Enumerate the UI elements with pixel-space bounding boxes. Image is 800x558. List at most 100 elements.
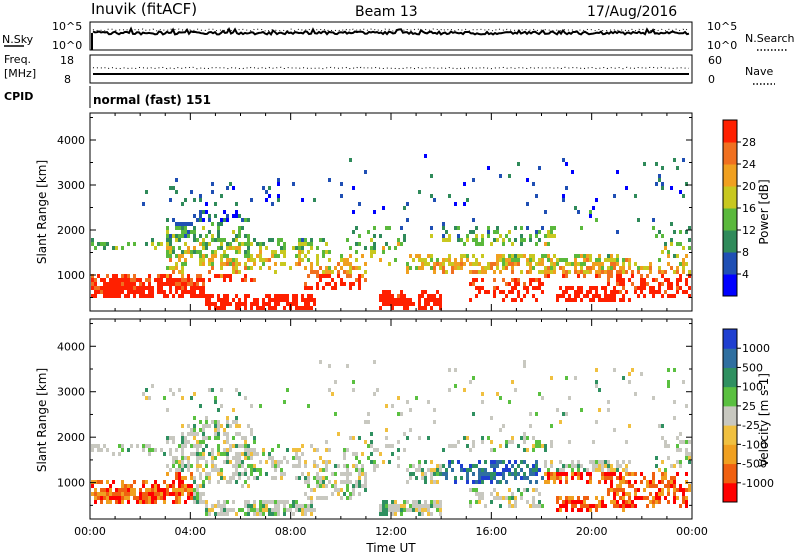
echo-cell	[505, 464, 508, 468]
echo-cell	[469, 468, 472, 472]
echo-cell	[640, 472, 643, 476]
echo-cell	[232, 238, 235, 242]
echo-cell	[607, 492, 610, 496]
echo-cell	[391, 444, 394, 448]
y-tick-label: 4000	[57, 340, 85, 353]
echo-cell	[580, 476, 583, 480]
echo-cell	[508, 282, 511, 286]
echo-cell	[661, 270, 664, 274]
echo-cell	[142, 286, 145, 290]
echo-cell	[178, 492, 181, 496]
echo-cell	[538, 278, 541, 282]
echo-cell	[529, 480, 532, 484]
echo-cell	[211, 460, 214, 464]
echo-cell	[166, 492, 169, 496]
echo-cell	[613, 472, 616, 476]
echo-cell	[250, 198, 253, 202]
echo-cell	[241, 218, 244, 222]
echo-cell	[121, 500, 124, 504]
echo-cell	[550, 266, 553, 270]
echo-cell	[616, 290, 619, 294]
echo-cell	[313, 298, 316, 302]
echo-cell	[523, 282, 526, 286]
echo-cell	[541, 444, 544, 448]
echo-cell	[628, 258, 631, 262]
echo-cell	[415, 508, 418, 512]
echo-cell	[541, 254, 544, 258]
echo-cell	[151, 448, 154, 452]
echo-cell	[568, 294, 571, 298]
echo-cell	[166, 246, 169, 250]
echo-cell	[583, 294, 586, 298]
echo-cell	[343, 270, 346, 274]
echo-cell	[100, 286, 103, 290]
echo-cell	[490, 492, 493, 496]
echo-cell	[565, 472, 568, 476]
echo-cell	[523, 476, 526, 480]
echo-cell	[547, 274, 550, 278]
echo-cell	[433, 504, 436, 508]
x-tick-label: 00:00	[676, 525, 708, 538]
echo-cell	[469, 464, 472, 468]
echo-cell	[187, 230, 190, 234]
echo-cell	[223, 508, 226, 512]
echo-cell	[679, 464, 682, 468]
echo-cell	[661, 182, 664, 186]
echo-cell	[244, 500, 247, 504]
echo-cell	[145, 396, 148, 400]
echo-cell	[664, 246, 667, 250]
echo-cell	[193, 250, 196, 254]
echo-cell	[433, 262, 436, 266]
echo-cell	[358, 460, 361, 464]
echo-cell	[370, 238, 373, 242]
echo-cell	[553, 254, 556, 258]
echo-cell	[121, 484, 124, 488]
echo-cell	[202, 286, 205, 290]
echo-cell	[148, 496, 151, 500]
echo-cell	[151, 286, 154, 290]
echo-cell	[232, 500, 235, 504]
echo-cell	[169, 286, 172, 290]
echo-cell	[286, 388, 289, 392]
echo-cell	[169, 242, 172, 246]
echo-cell	[538, 282, 541, 286]
echo-cell	[274, 476, 277, 480]
echo-cell	[526, 202, 529, 206]
echo-cell	[109, 492, 112, 496]
echo-cell	[238, 456, 241, 460]
echo-cell	[178, 480, 181, 484]
echo-cell	[442, 266, 445, 270]
echo-cell	[337, 488, 340, 492]
echo-cell	[688, 270, 691, 274]
echo-cell	[352, 452, 355, 456]
echo-cell	[541, 396, 544, 400]
velocity-ylabel: Slant Range [km]	[35, 368, 49, 472]
echo-cell	[136, 286, 139, 290]
echo-cell	[139, 278, 142, 282]
echo-cell	[346, 480, 349, 484]
echo-cell	[364, 278, 367, 282]
echo-cell	[505, 496, 508, 500]
echo-cell	[199, 254, 202, 258]
echo-cell	[382, 206, 385, 210]
echo-cell	[268, 500, 271, 504]
echo-cell	[400, 302, 403, 306]
echo-cell	[607, 282, 610, 286]
echo-cell	[502, 298, 505, 302]
echo-cell	[235, 202, 238, 206]
echo-cell	[574, 290, 577, 294]
echo-cell	[211, 266, 214, 270]
echo-cell	[133, 278, 136, 282]
echo-cell	[142, 444, 145, 448]
echo-cell	[304, 238, 307, 242]
echo-cell	[430, 294, 433, 298]
echo-cell	[151, 238, 154, 242]
echo-cell	[622, 294, 625, 298]
echo-cell	[253, 508, 256, 512]
echo-cell	[100, 278, 103, 282]
echo-cell	[163, 480, 166, 484]
echo-cell	[583, 258, 586, 262]
echo-cell	[229, 424, 232, 428]
echo-cell	[499, 428, 502, 432]
